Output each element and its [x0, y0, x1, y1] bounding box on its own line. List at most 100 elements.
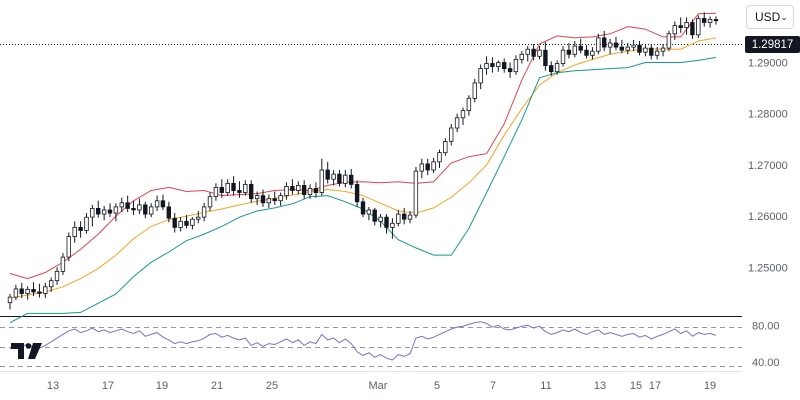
candle [437, 149, 442, 168]
currency-select[interactable]: USD ⌄ [746, 5, 794, 29]
candle [360, 197, 366, 218]
time-axis[interactable]: 13 17 19 21 25 Mar 5 7 11 13 15 17 19 [47, 380, 716, 392]
candle-body-bull [607, 42, 613, 48]
candle [631, 39, 636, 52]
candle-body-bull [243, 183, 248, 193]
candle-body-bull [296, 184, 301, 191]
candle [96, 200, 101, 218]
candle [584, 45, 589, 59]
candle-body-bull [590, 50, 595, 56]
candle [425, 158, 430, 176]
candle-body-bear [354, 183, 360, 203]
candle [619, 39, 624, 54]
candle [666, 30, 672, 52]
time-tick-label: 7 [490, 380, 496, 392]
candle-body-bear [166, 206, 171, 219]
price-axis[interactable]: 1.29000 1.28000 1.27000 1.26000 1.25000 [748, 58, 788, 275]
candle [554, 60, 560, 75]
candle-body-bull [625, 46, 630, 51]
candle [107, 203, 113, 218]
candle [213, 183, 219, 201]
candle [290, 179, 295, 195]
candle [372, 207, 377, 226]
candle-body-bull [390, 222, 395, 228]
candle [54, 267, 60, 285]
candle-body-bull [154, 200, 160, 208]
candle-body-bull [660, 47, 666, 52]
candle [78, 221, 83, 238]
price-tick-label: 1.26000 [748, 211, 788, 223]
candle-body-bear [313, 188, 319, 193]
candle [301, 180, 307, 199]
candle [337, 170, 342, 187]
candle-body-bull [178, 220, 183, 228]
price-tick-label: 1.28000 [748, 109, 788, 121]
candle [237, 181, 242, 198]
candle-body-bull [672, 25, 677, 35]
candle [637, 40, 642, 56]
candle [101, 205, 107, 221]
time-tick-label: 19 [156, 380, 168, 392]
candle-body-bull [366, 209, 372, 215]
candle [343, 170, 348, 188]
candle [13, 284, 19, 301]
candle [590, 47, 595, 60]
candle [531, 44, 536, 61]
candle-body-bull [119, 202, 124, 208]
candle-body-bull [278, 195, 283, 202]
candle-body-bear [260, 195, 266, 204]
candle [378, 214, 383, 228]
time-tick-label: 13 [47, 380, 59, 392]
chevron-down-icon: ⌄ [780, 11, 788, 22]
time-tick-label: Mar [369, 380, 388, 392]
candle-body-bull [137, 204, 142, 211]
tradingview-logo-icon[interactable] [11, 343, 43, 364]
candle-body-bull [537, 49, 542, 57]
candle-body-bull [707, 19, 713, 23]
candle-body-bull [49, 280, 54, 288]
candle-body-bull [378, 216, 383, 222]
candle-body-bull [407, 214, 413, 220]
candle [672, 21, 677, 40]
candle [613, 36, 619, 51]
candle-body-bull [696, 17, 701, 36]
candlestick-series [7, 12, 719, 310]
last-price-label: 1.29817 [745, 36, 800, 53]
candle-body-bear [248, 183, 254, 200]
candle-body-bull [90, 207, 95, 218]
candle-body-bull [419, 163, 424, 172]
candle-body-bear [290, 185, 295, 191]
candle [519, 51, 524, 64]
candle-body-bear [578, 45, 583, 51]
candle-body-bull [254, 195, 260, 200]
candle [366, 206, 372, 221]
candle-body-bull [525, 48, 530, 55]
candle-body-bear [301, 184, 307, 195]
candle [143, 201, 148, 219]
candle [490, 57, 495, 73]
candle-body-bear [96, 207, 101, 215]
candle [319, 158, 324, 196]
candle-body-bull [560, 49, 566, 64]
candle-body-bear [619, 46, 624, 51]
candle-body-bull [437, 152, 442, 163]
bb-middle-line [9, 37, 717, 299]
candle [466, 95, 472, 116]
candle-body-bear [543, 49, 548, 67]
candle-body-bull [225, 182, 230, 193]
candle-body-bull [190, 218, 195, 226]
candle [419, 158, 424, 179]
candle-body-bull [643, 47, 648, 53]
candle [460, 107, 466, 125]
candle [37, 283, 42, 298]
candle [231, 176, 236, 196]
candle [354, 180, 360, 207]
candle [484, 56, 489, 75]
candle [401, 207, 407, 225]
candle [501, 58, 507, 73]
candle [7, 293, 13, 310]
candle-body-bull [572, 45, 577, 55]
bb-lower-line [9, 56, 717, 324]
candle-body-bull [7, 296, 13, 304]
